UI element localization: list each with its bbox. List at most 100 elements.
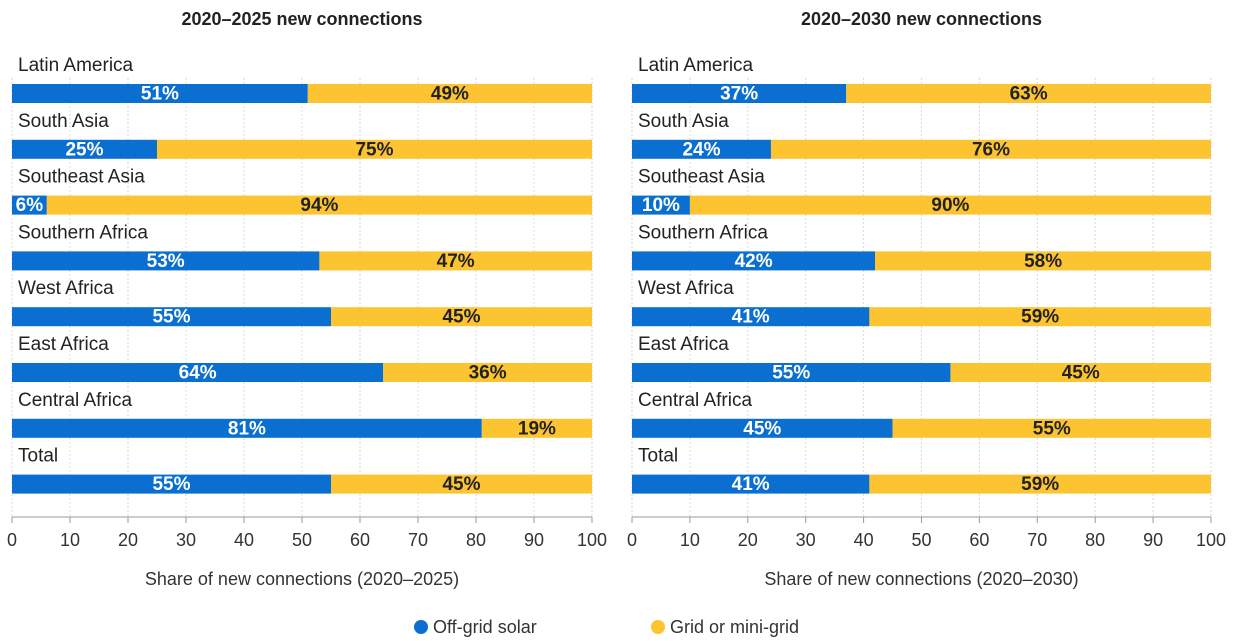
value-label: 45% [1062,363,1100,384]
value-label: 55% [152,307,190,328]
bar-segment [875,251,1211,271]
bar-segment [12,474,331,494]
category-label: Southeast Asia [18,167,145,188]
chart-title: 2020–2030 new connections [801,9,1042,29]
bar-segment [892,418,1211,438]
value-label: 55% [772,363,810,384]
value-label: 55% [1033,418,1071,439]
x-tick-label: 100 [577,530,607,550]
value-label: 45% [743,418,781,439]
x-tick-label: 40 [234,530,254,550]
legend-swatch [651,620,665,634]
value-label: 41% [732,307,770,328]
x-tick-label: 10 [680,530,700,550]
value-label: 81% [228,418,266,439]
category-label: Southeast Asia [638,167,765,188]
value-label: 25% [65,139,103,160]
category-label: West Africa [18,278,114,299]
bar-segment [331,474,592,494]
bar-segment [632,474,870,494]
bar-segment [12,251,320,271]
bar-segment [632,363,951,382]
bar-segment [12,84,308,103]
value-label: 59% [1021,474,1059,495]
value-label: 10% [642,195,680,216]
x-tick-label: 90 [524,530,544,550]
value-label: 76% [972,139,1010,160]
legend-label: Off-grid solar [433,617,537,637]
x-tick-label: 90 [1143,530,1163,550]
value-label: 94% [300,195,338,216]
bar-segment [12,195,47,215]
bar-segment [12,418,482,438]
x-tick-label: 60 [969,530,989,550]
x-tick-label: 80 [1085,530,1105,550]
category-label: Southern Africa [638,222,768,243]
value-label: 47% [437,251,475,272]
value-label: 59% [1021,307,1059,328]
bar-segment [46,195,593,215]
bar-segment [307,84,592,103]
x-tick-label: 30 [176,530,196,550]
x-tick-label: 0 [7,530,17,550]
x-tick-label: 70 [1027,530,1047,550]
x-tick-label: 60 [350,530,370,550]
value-label: 49% [431,84,469,105]
x-axis-label: Share of new connections (2020–2030) [764,569,1078,589]
x-tick-label: 20 [738,530,758,550]
x-axis-label: Share of new connections (2020–2025) [145,569,459,589]
value-label: 36% [469,363,507,384]
category-label: Total [638,446,678,467]
value-label: 51% [141,84,179,105]
legend-label: Grid or mini-grid [670,617,799,637]
bar-segment [869,307,1211,327]
value-label: 41% [732,474,770,495]
bar-segment [383,363,592,382]
category-label: Southern Africa [18,222,148,243]
value-label: 90% [931,195,969,216]
bar-segment [319,251,592,271]
value-label: 64% [179,363,217,384]
x-tick-label: 80 [466,530,486,550]
bar-segment [12,307,331,327]
bar-segment [846,84,1211,103]
x-tick-label: 10 [60,530,80,550]
bar-segment [157,139,592,159]
bar-segment [12,139,157,159]
category-label: Latin America [18,55,134,76]
x-tick-label: 40 [854,530,874,550]
bar-segment [632,195,690,215]
bar-segment [12,363,384,382]
x-tick-label: 50 [292,530,312,550]
bar-segment [632,139,771,159]
value-label: 58% [1024,251,1062,272]
bar-segment [950,363,1211,382]
bar-segment [632,251,876,271]
value-label: 55% [152,474,190,495]
value-label: 63% [1010,84,1048,105]
category-label: East Africa [18,334,109,355]
bar-segment [481,418,592,438]
category-label: Total [18,446,58,467]
x-tick-label: 70 [408,530,428,550]
category-label: Latin America [638,55,754,76]
bar-segment [632,307,870,327]
bar-segment [869,474,1211,494]
bar-segment [770,139,1211,159]
chart-title: 2020–2025 new connections [181,9,422,29]
category-label: South Asia [638,111,729,132]
category-label: Central Africa [18,390,132,411]
bar-segment [689,195,1211,215]
value-label: 6% [16,195,44,216]
category-label: West Africa [638,278,734,299]
category-label: South Asia [18,111,109,132]
value-label: 53% [147,251,185,272]
value-label: 37% [720,84,758,105]
value-label: 75% [355,139,393,160]
value-label: 45% [442,307,480,328]
x-tick-label: 50 [911,530,931,550]
legend-swatch [414,620,428,634]
x-tick-label: 0 [627,530,637,550]
value-label: 42% [735,251,773,272]
